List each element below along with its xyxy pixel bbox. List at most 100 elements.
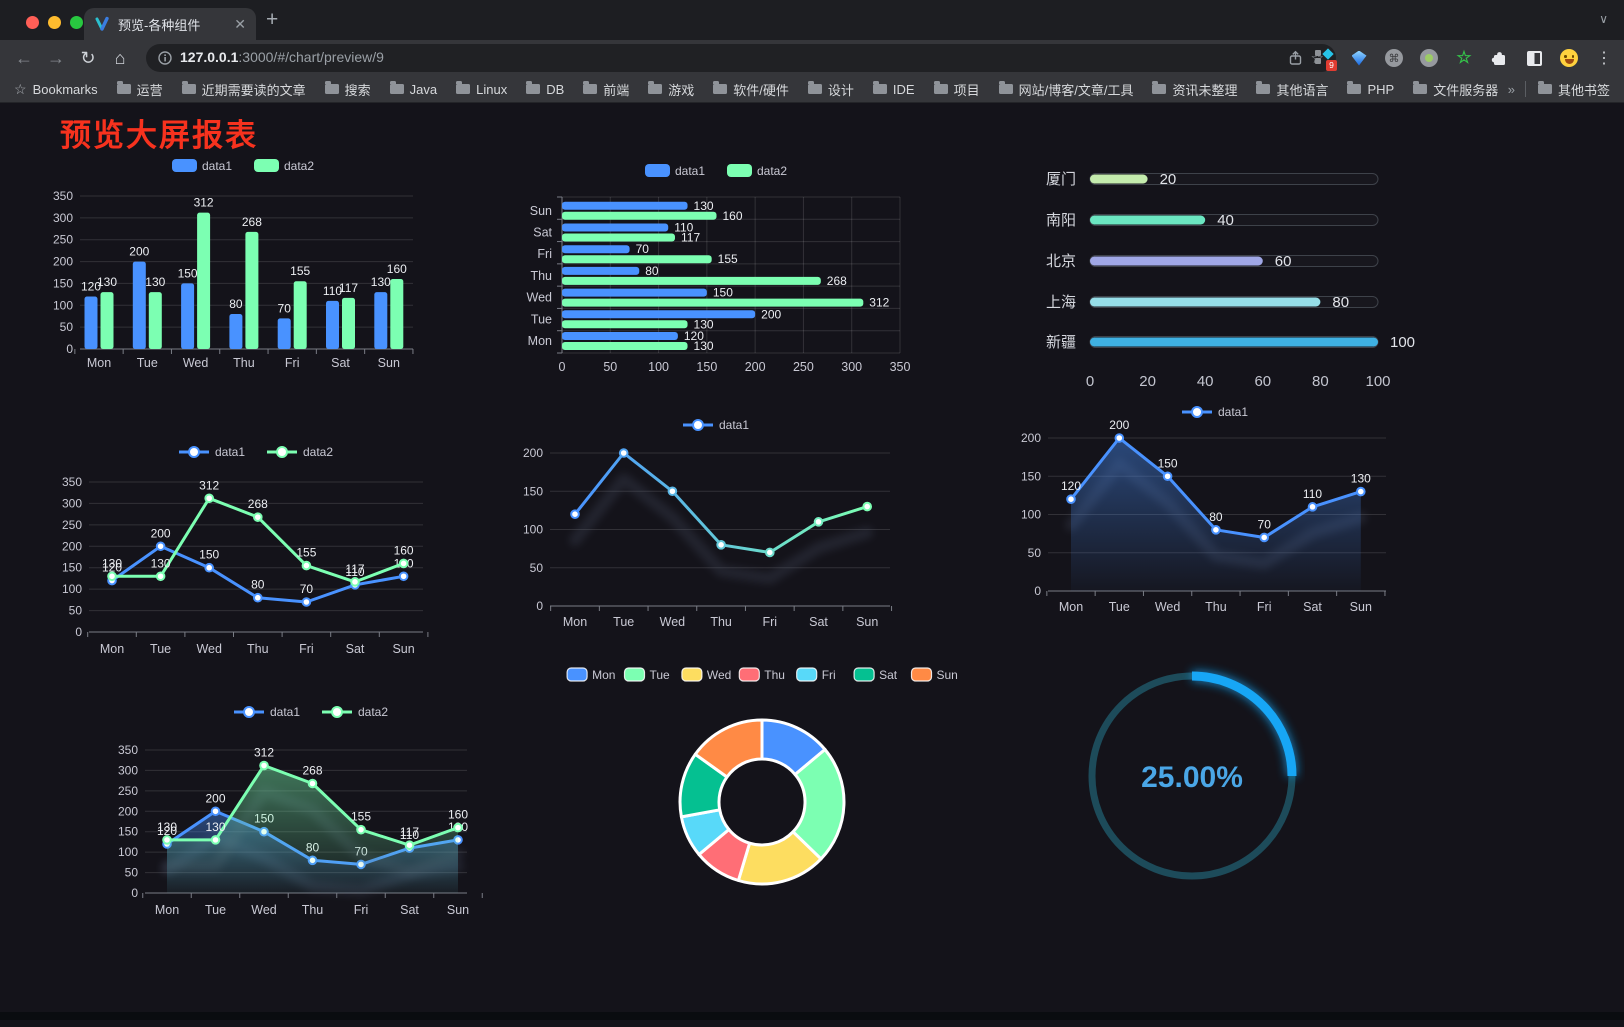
bookmark-item[interactable]: 搜索 bbox=[324, 80, 371, 99]
svg-text:70: 70 bbox=[1258, 517, 1272, 531]
svg-text:250: 250 bbox=[62, 518, 82, 532]
svg-text:Thu: Thu bbox=[764, 668, 785, 682]
folder-icon bbox=[807, 81, 822, 94]
bookmark-item[interactable]: 近期需要读的文章 bbox=[181, 80, 306, 99]
bookmark-item[interactable]: 文件服务器 bbox=[1413, 80, 1498, 99]
svg-text:20: 20 bbox=[1139, 373, 1156, 390]
svg-text:130: 130 bbox=[102, 556, 122, 570]
bookmark-label: DB bbox=[546, 81, 565, 97]
window-control-minimize[interactable] bbox=[48, 16, 61, 29]
bookmark-item[interactable]: PHP bbox=[1347, 81, 1394, 97]
bookmark-item[interactable]: 其他语言 bbox=[1256, 80, 1328, 99]
bookmark-label: 文件服务器 bbox=[1433, 82, 1499, 98]
bookmarks-root-item[interactable]: ☆ Bookmarks bbox=[14, 81, 98, 98]
svg-text:160: 160 bbox=[387, 262, 407, 276]
svg-text:70: 70 bbox=[300, 582, 314, 596]
svg-text:Wed: Wed bbox=[707, 668, 731, 682]
share-icon[interactable] bbox=[1288, 50, 1303, 66]
bookmark-item[interactable]: 网站/博客/文章/工具 bbox=[998, 80, 1133, 99]
svg-text:南阳: 南阳 bbox=[1046, 212, 1076, 229]
legend[interactable]: data1 bbox=[683, 418, 749, 432]
site-info-icon[interactable] bbox=[158, 51, 172, 65]
svg-text:Thu: Thu bbox=[530, 269, 552, 283]
bookmarks-bar: ☆ Bookmarks 运营 近期需要读的文章 搜索 Java Linux DB 前端 游戏 软件/… bbox=[0, 76, 1624, 103]
svg-text:200: 200 bbox=[523, 446, 543, 460]
svg-text:Mon: Mon bbox=[563, 615, 587, 629]
extensions-puzzle-icon[interactable] bbox=[1489, 48, 1509, 68]
bookmark-item[interactable]: 资讯未整理 bbox=[1152, 80, 1237, 99]
browser-tab[interactable]: 预览-各种组件 ✕ bbox=[84, 8, 256, 40]
bookmark-label: 资讯未整理 bbox=[1172, 82, 1238, 98]
window-control-close[interactable] bbox=[26, 16, 39, 29]
chart-line-gradient[interactable]: 0 50 100 150 200 Mon Tue Wed Thu Fri Sat Sun data1 bbox=[495, 410, 905, 632]
tab-favicon-icon bbox=[95, 16, 109, 31]
bookmarks-overflow-chevron[interactable]: » bbox=[1507, 81, 1515, 97]
browser-menu-icon[interactable]: ⋮ bbox=[1596, 50, 1612, 67]
page-bottom-strip bbox=[0, 1012, 1624, 1020]
svg-text:130: 130 bbox=[151, 556, 171, 570]
chart-area-single[interactable]: 0 50 100 150 200 Mon Tue Wed Thu Fri Sat Sun 120 200 1… bbox=[975, 398, 1420, 616]
extension-command-icon[interactable]: ⌘ bbox=[1384, 48, 1404, 68]
svg-text:150: 150 bbox=[118, 825, 138, 839]
bookmark-item[interactable]: 软件/硬件 bbox=[713, 80, 789, 99]
legend[interactable]: data1 data2 bbox=[234, 705, 388, 719]
extension-green-dot-icon[interactable] bbox=[1419, 48, 1439, 68]
chart-hbar-grouped[interactable]: 0 50 100 150 200 250 300 350 Mon Tue Wed Thu Fri Sat S… bbox=[495, 140, 915, 375]
svg-text:Sat: Sat bbox=[331, 356, 350, 370]
legend[interactable]: data1 bbox=[1182, 405, 1248, 419]
extension-gem-icon[interactable] bbox=[1349, 48, 1369, 68]
tab-close-icon[interactable]: ✕ bbox=[234, 16, 246, 32]
reload-button[interactable]: ↻ bbox=[80, 47, 96, 68]
svg-text:160: 160 bbox=[723, 209, 743, 223]
folder-icon bbox=[1256, 81, 1271, 94]
legend[interactable]: data1 data2 bbox=[645, 164, 787, 178]
svg-text:Wed: Wed bbox=[527, 291, 553, 305]
svg-text:data2: data2 bbox=[284, 159, 314, 173]
other-bookmarks[interactable]: 其他书签 bbox=[1537, 80, 1610, 99]
svg-text:130: 130 bbox=[157, 820, 177, 834]
bookmark-item[interactable]: IDE bbox=[872, 81, 915, 97]
folder-icon bbox=[116, 81, 131, 94]
chart-progress-bars[interactable]: 20 厦门 40 南阳 60 北京 80 上海 100 新疆 0 20 40 60 80 100 bbox=[985, 155, 1430, 395]
bookmark-item[interactable]: 前端 bbox=[583, 80, 629, 99]
chart-bar-grouped[interactable]: 0 50 100 150 200 250 300 350 Mon Tue Wed Thu Fri Sat S… bbox=[40, 140, 470, 380]
svg-text:Fri: Fri bbox=[822, 668, 836, 682]
profile-avatar[interactable] bbox=[1559, 48, 1579, 68]
chart-gauge[interactable]: 25.00% bbox=[1080, 655, 1305, 890]
legend[interactable]: Mon Tue Wed Thu Fri Sat Sun bbox=[566, 667, 958, 682]
chart-donut[interactable]: Mon Tue Wed Thu Fri Sat Sun bbox=[540, 630, 990, 892]
svg-text:100: 100 bbox=[118, 845, 138, 859]
legend[interactable]: data1 data2 bbox=[179, 445, 333, 459]
donut-canvas: Mon Tue Wed Thu Fri Sat Sun bbox=[566, 667, 958, 886]
bookmark-label: 其他语言 bbox=[1276, 82, 1329, 98]
bookmark-item[interactable]: Linux bbox=[456, 81, 507, 97]
svg-text:Thu: Thu bbox=[247, 642, 269, 655]
bookmark-item[interactable]: DB bbox=[526, 81, 565, 97]
bookmark-item[interactable]: 游戏 bbox=[648, 80, 694, 99]
chart-area-two[interactable]: 0 50 100 150 200 250 300 350 Mon Tue Wed Thu Fri Sat S… bbox=[90, 700, 515, 918]
bookmark-item[interactable]: Java bbox=[389, 81, 437, 97]
bookmark-item[interactable]: 项目 bbox=[933, 80, 980, 99]
bookmark-item[interactable]: 设计 bbox=[807, 80, 854, 99]
home-button[interactable]: ⌂ bbox=[114, 47, 126, 68]
tab-search-chevron-icon[interactable]: ∨ bbox=[1599, 12, 1608, 26]
svg-text:Wed: Wed bbox=[1155, 600, 1181, 614]
legend[interactable]: data1 data2 bbox=[172, 159, 314, 173]
svg-text:Tue: Tue bbox=[613, 615, 634, 629]
new-tab-button[interactable]: + bbox=[266, 8, 279, 31]
url-host: 127.0.0.1:3000/#/chart/preview/9 bbox=[180, 49, 384, 65]
back-button[interactable]: ← bbox=[15, 47, 33, 68]
bar-series: 120 200 150 80 70 110 130 130 130 312 268 155 117 160 bbox=[81, 196, 407, 349]
svg-text:Sun: Sun bbox=[1350, 600, 1372, 614]
window-control-zoom[interactable] bbox=[70, 16, 83, 29]
extension-contrast-icon[interactable] bbox=[1524, 48, 1544, 68]
forward-button[interactable]: → bbox=[47, 47, 65, 68]
bookmark-label: 软件/硬件 bbox=[733, 82, 789, 98]
chart-line-two[interactable]: 0 50 100 150 200 250 300 350 Mon Tue Wed Thu Fri Sat S… bbox=[35, 440, 480, 655]
extension-grid-badge-icon[interactable]: 9 bbox=[1314, 48, 1337, 71]
bookmark-item[interactable]: 运营 bbox=[116, 80, 163, 99]
extension-green-star-icon[interactable]: ☆ bbox=[1456, 48, 1472, 67]
svg-text:80: 80 bbox=[251, 578, 265, 592]
svg-text:data1: data1 bbox=[719, 418, 749, 432]
